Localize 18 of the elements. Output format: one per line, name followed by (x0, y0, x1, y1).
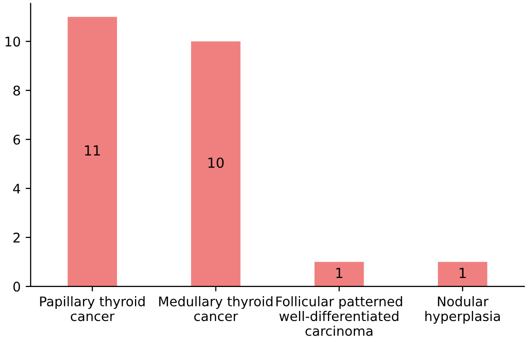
y-tick-label: 10 (6, 36, 20, 47)
x-tick-label: Nodular hyperplasia (425, 296, 500, 324)
x-tick-label: Follicular patterned well-differentiated carcinoma (276, 296, 402, 336)
y-tick-label: 0 (13, 282, 20, 292)
y-tick-label: 4 (13, 184, 20, 194)
bar (191, 41, 240, 286)
y-tick-label: 2 (13, 232, 20, 242)
x-tick-label: Papillary thyroid cancer (40, 296, 145, 322)
bar (68, 16, 118, 286)
y-tick-label: 6 (13, 134, 20, 145)
data-label: 1 (336, 268, 342, 278)
x-tick-label: Medullary thyroid cancer (159, 296, 272, 322)
bar (314, 262, 364, 286)
data-label: 10 (208, 157, 224, 168)
data-label: 11 (85, 145, 100, 156)
bar (438, 262, 488, 286)
data-label: 1 (460, 268, 466, 278)
y-tick-label: 8 (13, 86, 20, 96)
